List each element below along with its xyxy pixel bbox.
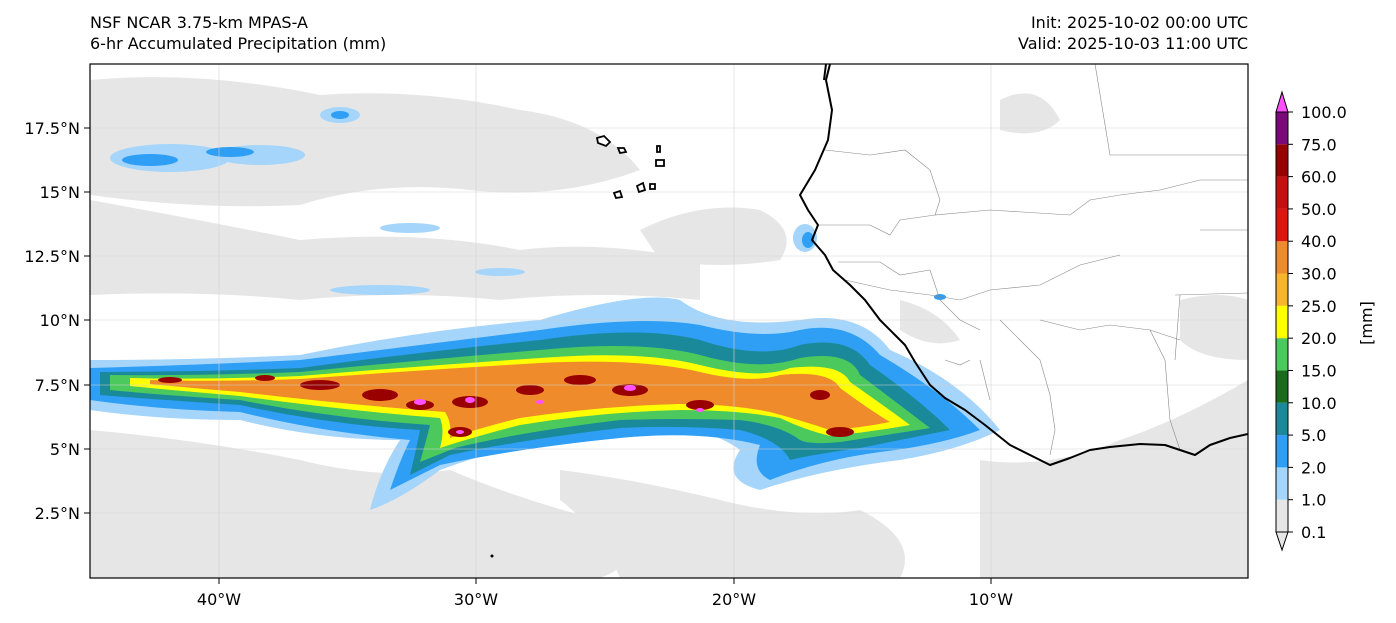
colorbar-segment xyxy=(1276,467,1288,500)
lat-label: 12.5°N xyxy=(24,247,80,266)
lat-label: 2.5°N xyxy=(35,504,80,523)
lon-label: 40°W xyxy=(197,590,241,609)
country-borders xyxy=(818,64,1248,456)
lon-tick-labels: 40°W 30°W 20°W 10°W xyxy=(197,590,1013,609)
graticule xyxy=(90,64,1248,578)
colorbar-segment xyxy=(1276,144,1288,177)
lon-label: 10°W xyxy=(969,590,1013,609)
time-block: Init: 2025-10-02 00:00 UTC Valid: 2025-1… xyxy=(1018,12,1248,54)
colorbar-segment xyxy=(1276,112,1288,145)
cape-verde-islands xyxy=(595,134,665,200)
map-area xyxy=(90,64,1248,578)
lat-label: 15°N xyxy=(40,183,80,202)
colorbar-level-label: 50.0 xyxy=(1301,200,1337,219)
colorbar-level-label: 100.0 xyxy=(1301,103,1347,122)
colorbar-level-label: 60.0 xyxy=(1301,168,1337,187)
init-time: Init: 2025-10-02 00:00 UTC xyxy=(1030,13,1248,32)
colorbar-over-arrow xyxy=(1275,90,1289,113)
lat-label: 5°N xyxy=(50,440,80,459)
coastline xyxy=(799,64,1248,466)
lon-axis xyxy=(218,578,992,584)
colorbar-level-label: 25.0 xyxy=(1301,297,1337,316)
colorbar-segment xyxy=(1276,499,1288,532)
main-rain-band xyxy=(90,224,1000,510)
light-precip-areas xyxy=(90,77,1248,578)
field-title: 6-hr Accumulated Precipitation (mm) xyxy=(90,34,387,53)
title-block: NSF NCAR 3.75-km MPAS-A 6-hr Accumulated… xyxy=(90,12,386,54)
colorbar-level-label: 2.0 xyxy=(1301,458,1326,477)
colorbar-segment xyxy=(1276,241,1288,274)
colorbar-level-label: 40.0 xyxy=(1301,232,1337,251)
colorbar-under-arrow xyxy=(1275,531,1289,552)
colorbar-segment xyxy=(1276,273,1288,306)
valid-time: Valid: 2025-10-03 11:00 UTC xyxy=(1017,34,1248,53)
colorbar-segment xyxy=(1276,338,1288,371)
colorbar-level-label: 5.0 xyxy=(1301,426,1326,445)
colorbar-segment xyxy=(1276,208,1288,242)
colorbar-level-label: 20.0 xyxy=(1301,329,1337,348)
colorbar-segment xyxy=(1276,176,1288,209)
lat-tick-labels: 17.5°N 15°N 12.5°N 10°N 7.5°N 5°N 2.5°N xyxy=(24,119,80,523)
map-frame xyxy=(89,63,1249,579)
lat-label: 17.5°N xyxy=(24,119,80,138)
colorbar-level-label: 0.1 xyxy=(1301,523,1326,542)
lat-label: 7.5°N xyxy=(35,376,80,395)
colorbar-segment xyxy=(1276,370,1288,403)
lat-axis xyxy=(84,127,90,514)
colorbar-segment xyxy=(1276,402,1288,436)
north-precip-cells xyxy=(110,107,525,295)
colorbar-level-label: 1.0 xyxy=(1301,491,1326,510)
colorbar-level-label: 30.0 xyxy=(1301,265,1337,284)
colorbar-level-label: 15.0 xyxy=(1301,361,1337,380)
colorbar-unit: [mm] xyxy=(1357,301,1376,345)
colorbar-outline xyxy=(1275,111,1289,533)
colorbar-segment xyxy=(1276,305,1288,339)
model-title: NSF NCAR 3.75-km MPAS-A xyxy=(90,13,308,32)
lon-label: 30°W xyxy=(454,590,498,609)
colorbar-level-label: 10.0 xyxy=(1301,394,1337,413)
colorbar-level-label: 75.0 xyxy=(1301,135,1337,154)
colorbar-segment xyxy=(1276,435,1288,468)
lon-label: 20°W xyxy=(712,590,756,609)
colorbar: 0.1 1.0 2.0 5.0 10.0 15.0 20.0 25.0 30.0 40.0 50.0… xyxy=(1275,90,1347,552)
lat-label: 10°N xyxy=(40,311,80,330)
